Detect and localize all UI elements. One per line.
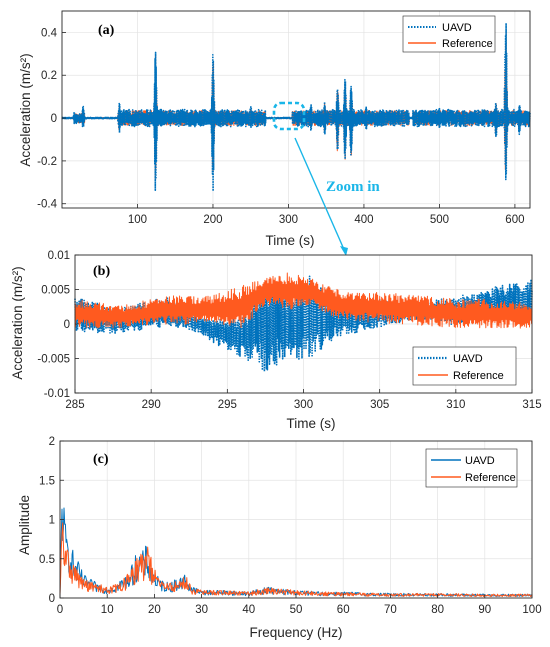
panel-c-legend-box [425,448,518,488]
panel-c-x-ticks: 0 10 20 30 40 50 60 70 80 90 100 [57,594,542,616]
panel-c-chart: 0 10 20 30 40 50 60 70 80 90 100 0 0.5 1 1.5 2 (c) Fre… [17,436,542,640]
panel-b-label: (b) [93,264,110,279]
panel-c-legend-reference-label: Reference [465,472,516,484]
panel-b-legend: UAVD Reference [412,346,517,386]
zoom-arrow-head [340,246,348,256]
panel-c-label: (c) [93,452,109,467]
zoom-arrow [294,137,347,255]
x-tick-label: 285 [65,399,84,411]
panel-a-legend-uavd-label: UAVD [442,22,472,34]
panel-a-x-ticks: 100 200 300 400 500 600 [128,204,524,226]
panel-a-x-axis-label: Time (s) [266,233,315,248]
panel-b-y-ticks: -0.01 -0.005 0 0.005 0.01 [37,250,79,400]
panel-a-y-axis-label: Acceleration (m/s²) [18,53,33,166]
y-tick-label: 0 [51,113,57,125]
panel-b-chart: 285 290 295 300 305 310 315 -0.01 -0.005 0 0.005 0… [10,250,542,431]
series-line-reference [74,272,533,329]
x-tick-label: 200 [203,214,222,226]
x-tick-label: 60 [337,604,350,616]
x-tick-label: 50 [290,604,303,616]
y-tick-label: 0 [64,319,70,331]
panel-c-legend-uavd-label: UAVD [465,455,495,467]
series-line-reference [59,522,533,598]
panel-b-series-reference [74,272,533,329]
y-tick-label: 0.2 [41,70,57,82]
x-tick-label: 295 [218,399,237,411]
panel-b-legend-box [412,346,517,386]
x-tick-label: 10 [101,604,114,616]
axes-frame [61,10,531,209]
y-tick-label: 2 [49,436,55,448]
panel-a-label: (a) [98,23,115,38]
series-line-uavd [61,22,531,192]
y-tick-label: -0.005 [37,354,70,366]
panel-b-x-ticks: 285 290 295 300 305 310 315 [65,389,542,411]
x-tick-label: 20 [148,604,161,616]
y-tick-label: 1.5 [39,475,55,487]
x-tick-label: 305 [370,399,389,411]
panel-c-y-axis-label: Amplitude [17,495,32,555]
y-tick-label: -0.2 [37,156,57,168]
x-tick-label: 300 [279,214,298,226]
x-tick-label: 90 [478,604,491,616]
x-tick-label: 600 [505,214,524,226]
zoom-in-label: Zoom in [326,179,380,195]
y-tick-label: 0.4 [41,27,58,39]
panel-b-x-axis-label: Time (s) [287,416,336,431]
x-tick-label: 80 [431,604,444,616]
panel-b-legend-reference-label: Reference [453,370,504,382]
panel-c-y-ticks: 0 0.5 1 1.5 2 [39,436,64,605]
panel-a-series-uavd [61,22,531,192]
y-tick-label: 0.005 [41,285,70,297]
panel-a-legend-reference-label: Reference [442,38,493,50]
panel-a-y-ticks: -0.4 -0.2 0 0.2 0.4 [37,27,66,211]
panel-c-legend: UAVD Reference [425,448,518,488]
y-tick-label: -0.01 [44,388,70,400]
x-tick-label: 100 [128,214,147,226]
panel-c-x-axis-label: Frequency (Hz) [249,625,342,640]
x-tick-label: 300 [294,399,313,411]
panel-a-legend: UAVD Reference [402,15,496,53]
zoom-annotation: Zoom in [272,101,380,256]
y-tick-label: 0.5 [39,554,55,566]
panel-b-y-axis-label: Acceleration (m/s²) [10,266,25,379]
panel-a-axes [61,10,531,209]
x-tick-label: 70 [384,604,397,616]
zoom-region-marker [272,101,306,131]
panel-a-legend-box [402,15,496,53]
x-tick-label: 315 [522,399,541,411]
x-tick-label: 0 [57,604,63,616]
y-tick-label: 0.01 [48,250,70,262]
x-tick-label: 30 [195,604,208,616]
x-tick-label: 40 [242,604,255,616]
x-tick-label: 400 [354,214,373,226]
panel-a-chart: 100 200 300 400 500 600 -0.4 -0.2 0 0.2 0.4 (a) T… [18,10,531,248]
panel-c-series-reference [59,522,533,598]
y-tick-label: 1 [49,515,55,527]
x-tick-label: 100 [522,604,541,616]
y-tick-label: -0.4 [37,199,57,211]
y-tick-label: 0 [49,593,55,605]
x-tick-label: 290 [142,399,161,411]
x-tick-label: 310 [446,399,465,411]
x-tick-label: 500 [430,214,449,226]
panel-b-legend-uavd-label: UAVD [453,353,483,365]
